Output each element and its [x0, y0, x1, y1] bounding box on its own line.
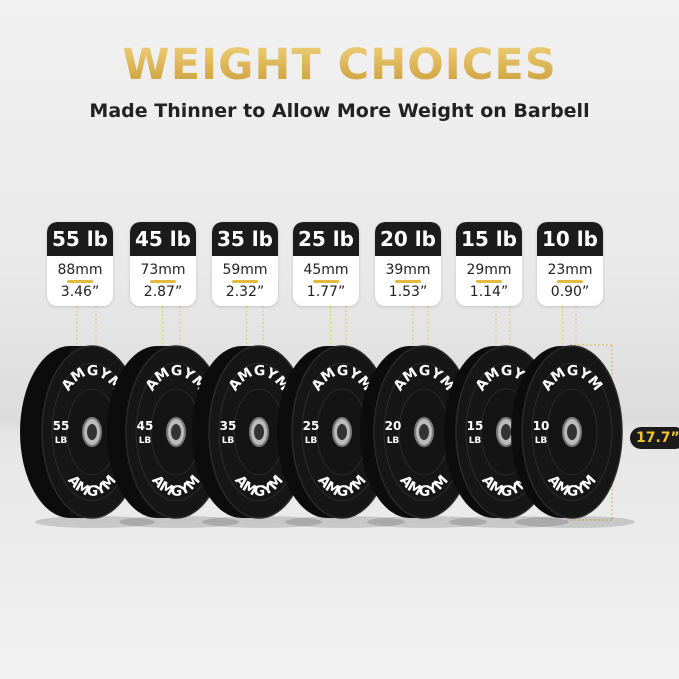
- divider: [232, 280, 258, 283]
- thickness-inches: 0.90”: [550, 284, 590, 300]
- divider: [313, 280, 339, 283]
- diameter-badge: 17.7”: [630, 427, 679, 449]
- plate-unit: LB: [55, 436, 68, 446]
- plate-unit: LB: [469, 436, 482, 446]
- plate-unit: LB: [387, 436, 400, 446]
- weight-label: 10 lb: [537, 222, 603, 256]
- thickness-mm: 59mm: [222, 262, 268, 278]
- plate-unit: LB: [305, 436, 318, 446]
- thickness-mm: 73mm: [140, 262, 186, 278]
- thickness-inches: 1.77”: [306, 284, 346, 300]
- weight-label-card: 25 lb 45mm 1.77”: [293, 222, 359, 306]
- thickness-mm: 23mm: [547, 262, 593, 278]
- thickness-inches: 2.87”: [143, 284, 183, 300]
- weight-label: 45 lb: [130, 222, 196, 256]
- divider: [150, 280, 176, 283]
- subtitle: Made Thinner to Allow More Weight on Bar…: [89, 100, 590, 122]
- diameter-guide: [570, 344, 613, 521]
- plate-weight-number: 15: [467, 419, 484, 433]
- thickness-mm: 39mm: [385, 262, 431, 278]
- plate-weight-number: 20: [385, 419, 402, 433]
- weight-label-card: 10 lb 23mm 0.90”: [537, 222, 603, 306]
- weight-label: 25 lb: [293, 222, 359, 256]
- thickness-mm: 29mm: [466, 262, 512, 278]
- divider: [395, 280, 421, 283]
- thickness-inches: 2.32”: [225, 284, 265, 300]
- plate-unit: LB: [535, 436, 548, 446]
- weight-label-card: 15 lb 29mm 1.14”: [456, 222, 522, 306]
- plate-weight-number: 25: [303, 419, 320, 433]
- plate-weight-number: 10: [533, 419, 550, 433]
- divider: [557, 280, 583, 283]
- weight-label-card: 45 lb 73mm 2.87”: [130, 222, 196, 306]
- thickness-mm: 45mm: [303, 262, 349, 278]
- page-title: WEIGHT CHOICES: [0, 40, 679, 90]
- plate-unit: LB: [139, 436, 152, 446]
- thickness-mm: 88mm: [57, 262, 103, 278]
- weight-label-card: 20 lb 39mm 1.53”: [375, 222, 441, 306]
- thickness-inches: 3.46”: [60, 284, 100, 300]
- plate-weight-number: 55: [53, 419, 70, 433]
- plate-unit: LB: [222, 436, 235, 446]
- weight-label: 15 lb: [456, 222, 522, 256]
- thickness-inches: 1.53”: [388, 284, 428, 300]
- divider: [476, 280, 502, 283]
- plate-weight-number: 45: [137, 419, 154, 433]
- weight-label: 35 lb: [212, 222, 278, 256]
- thickness-inches: 1.14”: [469, 284, 509, 300]
- divider: [67, 280, 93, 283]
- weight-label: 20 lb: [375, 222, 441, 256]
- weight-label-card: 35 lb 59mm 2.32”: [212, 222, 278, 306]
- plate-weight-number: 35: [220, 419, 237, 433]
- weight-label: 55 lb: [47, 222, 113, 256]
- weight-label-card: 55 lb 88mm 3.46”: [47, 222, 113, 306]
